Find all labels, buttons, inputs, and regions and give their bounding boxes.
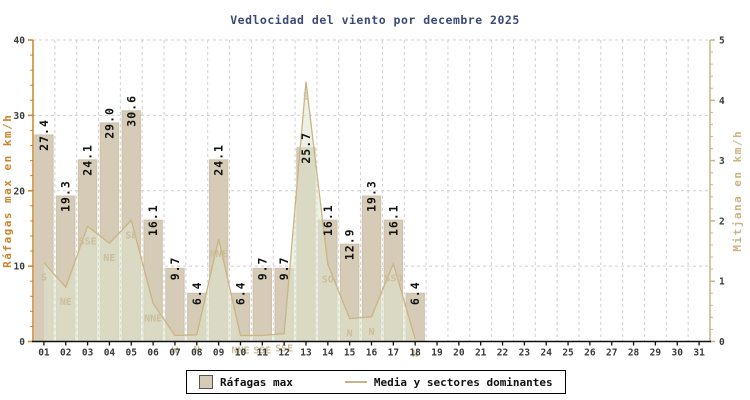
bar-value-label: 6.4 [408,281,422,305]
left-axis-tick-label: 30 [14,111,26,122]
legend-line-label: Media y sectores dominantes [373,375,553,389]
day-label: 17 [388,348,399,359]
bar-value-label: 16.1 [146,204,160,236]
day-label: 05 [126,348,138,359]
bar-value-label: 6.4 [190,281,204,305]
left-axis-tick-label: 20 [14,186,26,197]
day-label: 26 [584,348,596,359]
bar-value-label: 19.3 [365,180,379,212]
right-axis-tick-label: 1 [719,277,725,288]
day-label: 19 [431,348,443,359]
bar-value-label: 27.4 [37,119,51,151]
sector-label: NE [60,297,72,308]
sector-label: SSO [384,274,402,285]
day-label: 16 [366,348,378,359]
day-label: 03 [82,348,94,359]
sector-label: NNE [231,345,249,356]
bar-value-label: 9.7 [168,256,182,280]
bar-value-label: 9.7 [277,256,291,280]
day-label: 20 [453,348,465,359]
day-label: 28 [628,348,640,359]
left-axis-title: Ráfagas max en km/h [1,114,14,268]
left-axis-tick-label: 40 [14,36,26,47]
day-label: 15 [344,348,356,359]
right-axis-tick-label: 4 [719,96,725,107]
sector-label: N [347,329,353,340]
day-label: 02 [60,348,71,359]
day-label: 07 [169,348,180,359]
sector-label: S [303,92,309,103]
sector-label: SSE [275,344,293,355]
bar-value-label: 24.1 [81,144,95,176]
legend-bar-swatch [199,375,213,389]
day-label: 30 [672,348,684,359]
right-axis-tick-label: 5 [719,36,725,47]
day-label: 06 [147,348,159,359]
sector-label: NNE [210,249,228,260]
day-label: 13 [300,348,312,359]
day-label: 29 [650,348,662,359]
sector-label: S [41,273,47,284]
day-label: 31 [693,348,705,359]
day-label: 22 [497,348,508,359]
day-label: 14 [322,348,334,359]
bar-value-label: 16.1 [386,204,400,236]
day-label: 27 [606,348,617,359]
sector-label: SSE [79,236,97,247]
sector-label: N [368,327,374,338]
sector-label: SO [322,274,334,285]
day-label: 08 [191,348,203,359]
day-label: 01 [38,348,50,359]
legend: Ráfagas max Media y sectores dominantes [186,370,566,394]
day-label: 10 [235,348,247,359]
right-axis-tick-label: 3 [719,156,725,167]
sector-label: N [194,345,200,356]
sector-label: NE [103,253,115,264]
sector-label: SSE [253,345,271,356]
left-axis-tick-label: 0 [19,337,25,348]
left-axis-tick-label: 10 [14,262,26,273]
media-area [43,81,416,342]
legend-bar-label: Ráfagas max [220,375,293,389]
right-axis-title: Mitjana en km/h [731,130,744,252]
sector-label: NNE [144,314,162,325]
day-label: 24 [540,348,552,359]
day-label: 09 [213,348,225,359]
sector-label: W [172,345,179,356]
day-label: 18 [409,348,421,359]
bar-value-label: 12.9 [343,228,357,260]
bar-value-label: 30.6 [124,95,138,127]
legend-line-swatch [344,381,367,383]
bar-value-label: 29.0 [102,107,116,139]
chart-title: Vedlocidad del viento por decembre 2025 [230,13,520,27]
right-axis-tick-label: 2 [719,216,725,227]
day-label: 23 [519,348,531,359]
sector-label: N [412,349,418,360]
day-label: 21 [475,348,487,359]
bar-value-label: 6.4 [233,281,247,305]
media-line [43,81,416,340]
bar-value-label: 19.3 [59,180,73,212]
bar-value-label: 9.7 [255,256,269,280]
day-label: 04 [104,348,116,359]
bar-value-label: 24.1 [212,144,226,176]
right-axis-tick-label: 0 [719,337,725,348]
sector-label: SE [125,230,137,241]
day-label: 11 [257,348,269,359]
bar-value-label: 16.1 [321,204,335,236]
day-label: 12 [278,348,289,359]
day-label: 25 [562,348,574,359]
bar-value-label: 25.7 [299,132,313,164]
